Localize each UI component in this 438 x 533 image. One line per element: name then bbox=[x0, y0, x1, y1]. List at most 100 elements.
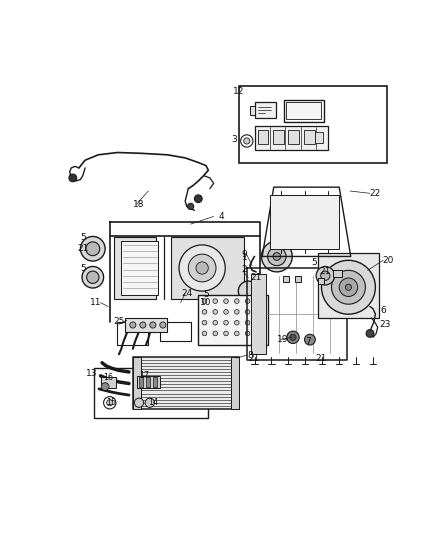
Text: 19: 19 bbox=[276, 335, 288, 344]
Circle shape bbox=[103, 397, 116, 409]
Bar bbox=[254, 126, 328, 150]
Circle shape bbox=[321, 271, 330, 280]
Text: 6: 6 bbox=[380, 306, 386, 315]
Bar bbox=[294, 276, 301, 282]
Circle shape bbox=[202, 299, 207, 303]
Text: 5: 5 bbox=[311, 258, 317, 267]
Circle shape bbox=[187, 203, 194, 209]
Bar bbox=[133, 357, 239, 409]
Circle shape bbox=[366, 329, 374, 337]
Bar bbox=[231, 357, 239, 409]
Circle shape bbox=[145, 398, 155, 407]
Circle shape bbox=[81, 237, 105, 261]
Bar bbox=[304, 130, 314, 144]
Circle shape bbox=[140, 322, 146, 328]
Circle shape bbox=[130, 322, 136, 328]
Circle shape bbox=[213, 331, 218, 336]
Text: 13: 13 bbox=[86, 369, 98, 378]
Text: 4: 4 bbox=[219, 212, 224, 221]
Circle shape bbox=[234, 331, 239, 336]
Circle shape bbox=[261, 241, 292, 272]
Circle shape bbox=[339, 278, 358, 296]
Circle shape bbox=[321, 260, 375, 314]
Text: 15: 15 bbox=[106, 398, 117, 407]
Bar bbox=[288, 130, 299, 144]
Circle shape bbox=[256, 299, 261, 303]
Bar bbox=[171, 237, 244, 299]
Circle shape bbox=[290, 334, 296, 341]
Text: 9: 9 bbox=[242, 251, 247, 260]
Bar bbox=[258, 130, 268, 144]
Bar bbox=[250, 106, 255, 115]
Circle shape bbox=[224, 299, 228, 303]
Circle shape bbox=[234, 299, 239, 303]
Text: 21: 21 bbox=[316, 353, 327, 362]
Text: 25: 25 bbox=[113, 318, 125, 326]
Bar bbox=[284, 100, 324, 122]
Bar bbox=[198, 295, 268, 345]
Circle shape bbox=[256, 310, 261, 314]
Text: 12: 12 bbox=[233, 87, 244, 96]
Text: 21: 21 bbox=[77, 244, 88, 253]
Circle shape bbox=[245, 299, 250, 303]
Bar bbox=[273, 130, 284, 144]
Circle shape bbox=[234, 320, 239, 325]
Circle shape bbox=[346, 284, 352, 290]
Circle shape bbox=[82, 266, 103, 288]
Circle shape bbox=[332, 270, 365, 304]
Circle shape bbox=[224, 331, 228, 336]
Circle shape bbox=[240, 135, 253, 147]
Circle shape bbox=[134, 398, 144, 407]
Bar bbox=[333, 270, 342, 277]
Bar bbox=[146, 377, 150, 386]
Circle shape bbox=[194, 195, 202, 203]
Circle shape bbox=[202, 310, 207, 314]
Bar bbox=[283, 276, 289, 282]
Bar bbox=[100, 377, 116, 388]
Circle shape bbox=[244, 138, 250, 144]
Text: 18: 18 bbox=[133, 199, 145, 208]
Circle shape bbox=[150, 322, 156, 328]
Circle shape bbox=[107, 400, 113, 406]
Circle shape bbox=[86, 242, 100, 256]
Circle shape bbox=[101, 383, 109, 391]
Text: 1: 1 bbox=[242, 254, 248, 262]
Text: 10: 10 bbox=[200, 298, 212, 307]
Circle shape bbox=[202, 331, 207, 336]
Text: 16: 16 bbox=[103, 373, 113, 382]
Circle shape bbox=[316, 266, 335, 285]
Text: 5: 5 bbox=[80, 233, 86, 241]
Circle shape bbox=[69, 174, 77, 182]
Bar bbox=[270, 195, 339, 249]
Circle shape bbox=[245, 331, 250, 336]
Bar bbox=[125, 318, 167, 332]
Text: 24: 24 bbox=[181, 289, 192, 298]
Circle shape bbox=[287, 331, 299, 343]
Circle shape bbox=[224, 310, 228, 314]
Circle shape bbox=[273, 253, 281, 260]
Text: 5: 5 bbox=[203, 290, 209, 300]
Text: 17: 17 bbox=[139, 372, 149, 381]
Bar bbox=[318, 278, 324, 284]
Circle shape bbox=[87, 271, 99, 284]
Circle shape bbox=[234, 310, 239, 314]
Bar bbox=[139, 377, 143, 386]
Bar bbox=[251, 274, 266, 354]
Circle shape bbox=[196, 262, 208, 274]
Circle shape bbox=[256, 331, 261, 336]
Circle shape bbox=[202, 320, 207, 325]
Bar bbox=[286, 102, 321, 119]
Bar bbox=[318, 253, 379, 318]
Text: 23: 23 bbox=[380, 320, 391, 329]
Text: 14: 14 bbox=[148, 398, 158, 407]
Bar bbox=[153, 377, 157, 386]
Bar bbox=[94, 368, 208, 418]
Text: 5: 5 bbox=[80, 263, 86, 272]
Text: 21: 21 bbox=[320, 268, 331, 276]
Circle shape bbox=[213, 310, 218, 314]
Text: 20: 20 bbox=[383, 256, 394, 265]
Bar bbox=[254, 102, 276, 118]
Bar bbox=[137, 376, 160, 388]
Bar bbox=[315, 132, 323, 142]
Circle shape bbox=[224, 320, 228, 325]
